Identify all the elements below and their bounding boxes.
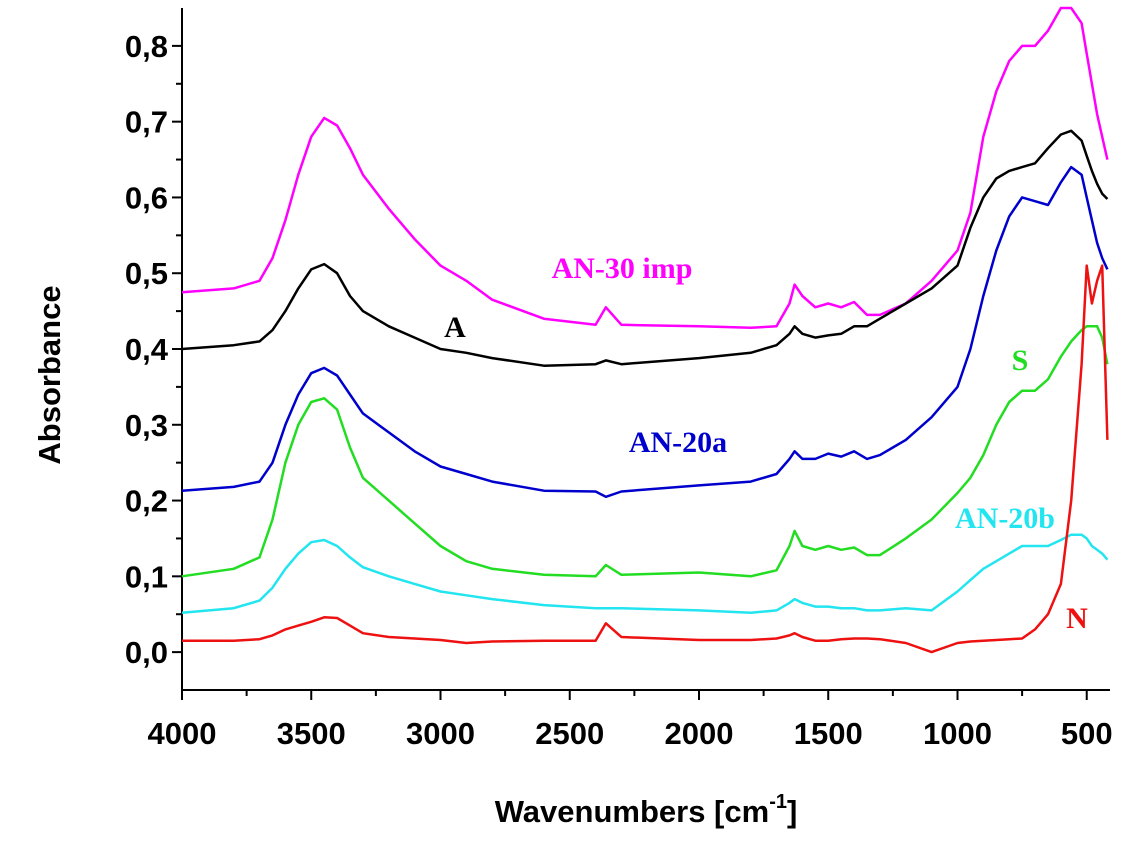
series-label: AN-30 imp bbox=[552, 252, 693, 285]
spectrum-line bbox=[181, 6, 1109, 330]
x-tick-label: 4000 bbox=[148, 716, 217, 751]
x-tick-label: 2500 bbox=[535, 716, 604, 751]
y-tick-label: 0,4 bbox=[125, 332, 169, 367]
x-tick-label: 3500 bbox=[277, 716, 346, 751]
y-tick-label: 0,0 bbox=[125, 635, 168, 670]
x-axis-label-end: ] bbox=[787, 794, 797, 829]
x-axis-label: Wavenumbers [cm-1] bbox=[495, 791, 798, 829]
x-axis-label-text: Wavenumbers [cm bbox=[495, 794, 770, 829]
x-tick-label: 1500 bbox=[794, 716, 863, 751]
y-tick-label: 0,6 bbox=[125, 180, 168, 215]
y-tick-label: 0,1 bbox=[125, 559, 168, 594]
spectrum-line bbox=[181, 165, 1109, 499]
y-tick-label: 0,3 bbox=[125, 408, 168, 443]
y-tick-label: 0,7 bbox=[125, 105, 168, 140]
x-tick-label: 1000 bbox=[923, 716, 992, 751]
series-label: A bbox=[444, 311, 466, 344]
spectrum-line bbox=[182, 264, 1109, 654]
series-label: N bbox=[1066, 602, 1088, 635]
series-label: AN-20a bbox=[629, 426, 727, 459]
spectrum-line bbox=[181, 129, 1109, 367]
y-axis-label: Absorbance bbox=[32, 285, 67, 464]
x-axis-label-sup: -1 bbox=[769, 791, 787, 813]
series-label: S bbox=[1012, 344, 1029, 377]
spectrum-line bbox=[181, 325, 1109, 578]
y-tick-label: 0,5 bbox=[125, 256, 168, 291]
x-tick-label: 2000 bbox=[665, 716, 734, 751]
series-label: AN-20b bbox=[955, 502, 1055, 535]
spectrum-line bbox=[181, 533, 1109, 614]
y-tick-label: 0,8 bbox=[125, 29, 168, 64]
x-tick-label: 500 bbox=[1061, 716, 1113, 751]
y-tick-label: 0,2 bbox=[125, 484, 168, 519]
x-tick-label: 3000 bbox=[406, 716, 475, 751]
